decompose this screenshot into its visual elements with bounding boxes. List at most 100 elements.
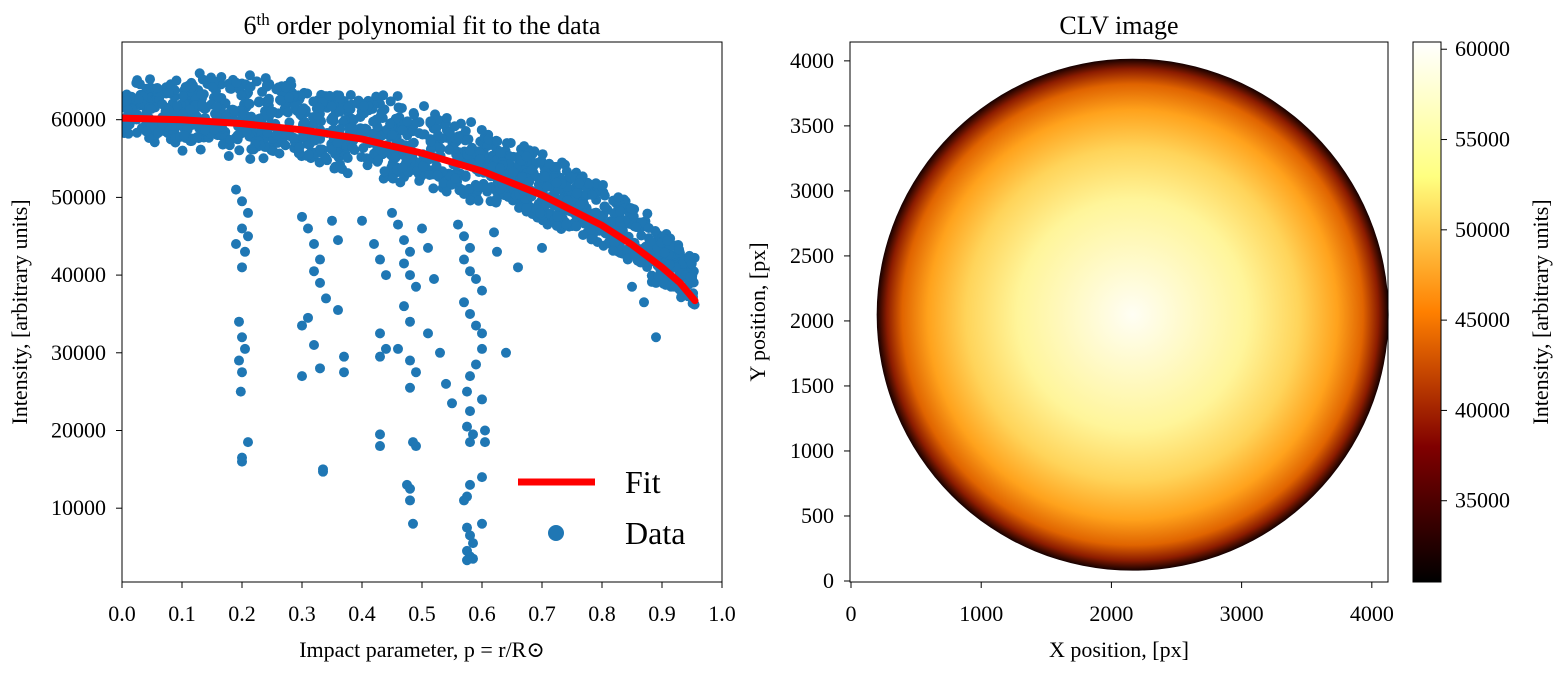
outlier-point [477, 285, 487, 296]
data-point [378, 90, 389, 101]
data-point [309, 135, 320, 146]
data-point [232, 130, 243, 141]
data-point [571, 221, 582, 232]
outlier-point [441, 378, 451, 389]
data-point [342, 153, 353, 164]
outlier-point [405, 270, 415, 281]
left-y-axis-label: Intensity, [arbitrary units] [7, 199, 32, 424]
outlier-point [297, 320, 307, 331]
data-point [185, 104, 196, 115]
data-point [449, 121, 460, 132]
data-point [575, 199, 586, 210]
outlier-point [492, 246, 502, 257]
outlier-point [465, 437, 475, 448]
outlier-point [651, 332, 661, 343]
data-point [320, 152, 331, 163]
data-point [332, 138, 343, 149]
data-point [552, 211, 563, 222]
outlier-point [381, 343, 391, 354]
outlier-point [237, 196, 247, 207]
outlier-point [471, 320, 481, 331]
outlier-point [369, 239, 379, 250]
data-point [376, 107, 387, 118]
outlier-point [627, 281, 637, 292]
outlier-point [318, 466, 328, 477]
outlier-point [297, 211, 307, 222]
outlier-point [375, 441, 385, 452]
outlier-point [462, 522, 472, 533]
data-point [635, 257, 646, 268]
outlier-point [399, 235, 409, 246]
outlier-point [537, 242, 547, 253]
outlier-point [231, 184, 241, 195]
data-point [347, 142, 358, 153]
data-point [245, 153, 256, 164]
data-point [234, 145, 245, 156]
right-panel: CLV image 0 1000 2000 3000 4000 0 500 1000 1500 2… [745, 11, 1394, 662]
outlier-point [375, 328, 385, 339]
data-point [481, 183, 492, 194]
x-tick-label: 4000 [1350, 601, 1394, 626]
outlier-point [639, 297, 649, 308]
data-point [379, 166, 390, 177]
data-point [495, 147, 506, 158]
outlier-point [462, 386, 472, 397]
data-point [425, 116, 436, 127]
outlier-point [471, 359, 481, 370]
outlier-point [405, 483, 415, 494]
data-point [146, 103, 157, 114]
data-point [153, 127, 164, 138]
outlier-point [465, 308, 475, 319]
outlier-point [423, 242, 433, 253]
data-point [551, 220, 562, 231]
data-point [418, 161, 429, 172]
x-tick-label: 0.9 [648, 601, 676, 626]
outlier-point [465, 530, 475, 541]
data-point [495, 163, 506, 174]
data-point [505, 137, 516, 148]
data-point [583, 178, 594, 189]
outlier-point [237, 456, 247, 467]
left-axis-ticks: 0.0 0.1 0.2 0.3 0.4 0.5 0.6 0.7 0.8 0.9 1.0 10000 20… [51, 107, 736, 626]
data-point [178, 91, 189, 102]
outlier-point [462, 555, 472, 566]
y-tick-label: 2000 [790, 308, 834, 333]
data-point [631, 221, 642, 232]
data-point [524, 176, 535, 187]
data-point [539, 171, 550, 182]
data-point [517, 172, 528, 183]
x-tick-label: 0.2 [228, 601, 256, 626]
colorbar-tick-label: 60000 [1455, 36, 1510, 61]
y-tick-label: 500 [801, 503, 834, 528]
outlier-point [309, 340, 319, 351]
data-point [387, 129, 398, 140]
data-point [263, 93, 274, 104]
outlier-point [234, 355, 244, 366]
data-point [392, 91, 403, 102]
data-point [192, 132, 203, 143]
data-point [396, 103, 407, 114]
y-tick-label: 1500 [790, 373, 834, 398]
data-point [303, 149, 314, 160]
data-point [541, 181, 552, 192]
data-point [152, 83, 163, 94]
outlier-point [417, 223, 427, 234]
data-point [466, 117, 477, 128]
data-point [385, 96, 396, 107]
outlier-point [459, 297, 469, 308]
y-tick-label: 20000 [51, 417, 106, 442]
x-tick-label: 0.3 [288, 601, 316, 626]
data-point [196, 89, 207, 100]
data-point [141, 126, 152, 137]
right-y-axis-label: Y position, [px] [745, 242, 770, 381]
outlier-point [447, 398, 457, 409]
outlier-point [327, 215, 337, 226]
data-point [397, 125, 408, 136]
outlier-point [513, 262, 523, 273]
right-axes-frame [849, 41, 1389, 583]
y-tick-label: 50000 [51, 184, 106, 209]
data-point [450, 173, 461, 184]
outlier-point [399, 258, 409, 269]
data-point [395, 177, 406, 188]
colorbar-gradient [1412, 41, 1442, 583]
